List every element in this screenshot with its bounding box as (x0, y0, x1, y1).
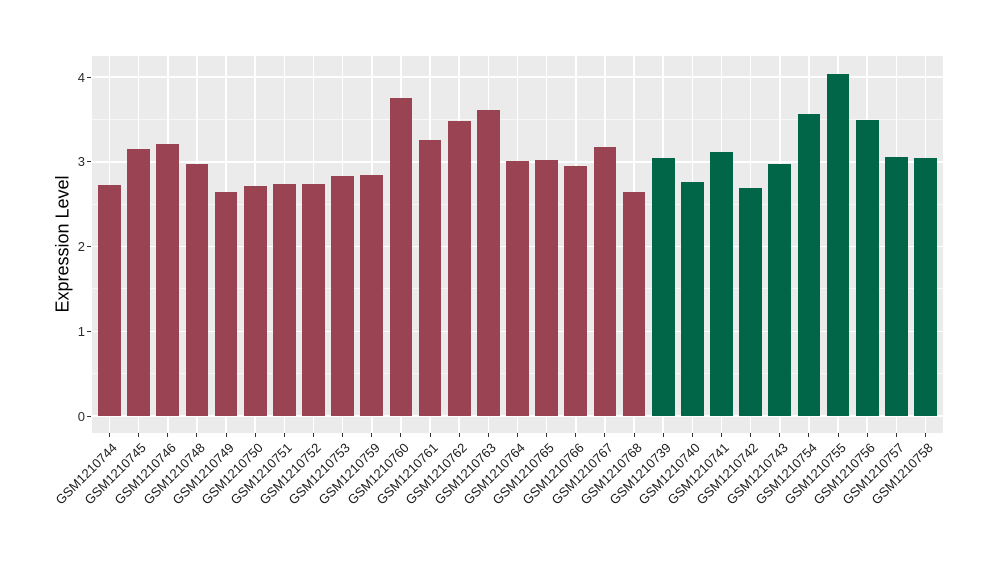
bar-GSM1210748 (185, 163, 209, 417)
y-tick-label: 3 (77, 154, 85, 170)
plot-panel (92, 56, 943, 433)
bar-GSM1210762 (447, 121, 471, 417)
y-tick-mark (87, 161, 91, 163)
bar-GSM1210745 (127, 149, 150, 417)
x-tick-mark (691, 433, 693, 437)
x-tick-mark (458, 433, 460, 437)
x-tick-mark (196, 433, 198, 437)
x-tick-mark (487, 433, 489, 437)
x-tick-mark (429, 433, 431, 437)
y-tick-mark (87, 415, 91, 417)
x-tick-mark (633, 433, 635, 437)
x-tick-mark (254, 433, 256, 437)
y-tick-mark (87, 246, 91, 248)
y-tick-label: 2 (77, 239, 85, 255)
x-tick-mark (342, 433, 344, 437)
bar-GSM1210767 (593, 147, 617, 417)
x-tick-mark (138, 433, 140, 437)
bar-GSM1210761 (418, 139, 442, 417)
bar-GSM1210759 (360, 174, 384, 417)
y-tick-label: 4 (77, 69, 85, 85)
bar-GSM1210740 (680, 182, 704, 417)
x-tick-mark (779, 433, 781, 437)
x-tick-mark (808, 433, 810, 437)
y-tick-label: 0 (77, 408, 85, 424)
bar-GSM1210744 (98, 184, 121, 417)
bar-GSM1210757 (885, 156, 908, 417)
bar-GSM1210742 (739, 188, 762, 417)
bar-GSM1210754 (797, 114, 821, 417)
x-tick-mark (837, 433, 839, 437)
x-tick-mark (283, 433, 285, 437)
x-tick-mark (604, 433, 606, 437)
x-tick-mark (400, 433, 402, 437)
bar-GSM1210746 (156, 144, 180, 417)
bar-GSM1210741 (710, 151, 733, 417)
x-tick-mark (546, 433, 548, 437)
x-tick-mark (575, 433, 577, 437)
y-tick-label: 1 (77, 323, 85, 339)
bar-GSM1210743 (768, 163, 792, 417)
x-tick-mark (371, 433, 373, 437)
bar-GSM1210764 (506, 161, 529, 417)
bar-GSM1210763 (476, 110, 500, 417)
bar-GSM1210753 (331, 176, 354, 417)
bar-GSM1210756 (855, 119, 879, 417)
bar-GSM1210765 (535, 160, 558, 417)
x-tick-mark (750, 433, 752, 437)
x-tick-mark (662, 433, 664, 437)
bar-GSM1210768 (622, 191, 646, 417)
bar-GSM1210752 (302, 183, 325, 417)
x-tick-mark (721, 433, 722, 437)
bar-GSM1210755 (826, 73, 850, 417)
x-tick-mark (517, 433, 518, 437)
bar-GSM1210750 (243, 186, 267, 417)
x-tick-mark (895, 433, 897, 437)
x-tick-mark (225, 433, 227, 437)
x-tick-mark (167, 433, 169, 437)
bar-GSM1210749 (214, 192, 238, 417)
y-tick-mark (87, 76, 91, 78)
x-tick-mark (866, 433, 868, 437)
bar-GSM1210758 (914, 157, 937, 417)
y-tick-mark (87, 330, 91, 332)
x-tick-mark (108, 433, 110, 437)
x-tick-mark (312, 433, 314, 437)
bar-GSM1210739 (651, 157, 675, 417)
bar-GSM1210751 (272, 183, 296, 417)
bar-GSM1210766 (564, 166, 588, 417)
bar-GSM1210760 (389, 97, 413, 417)
x-tick-mark (925, 433, 926, 437)
